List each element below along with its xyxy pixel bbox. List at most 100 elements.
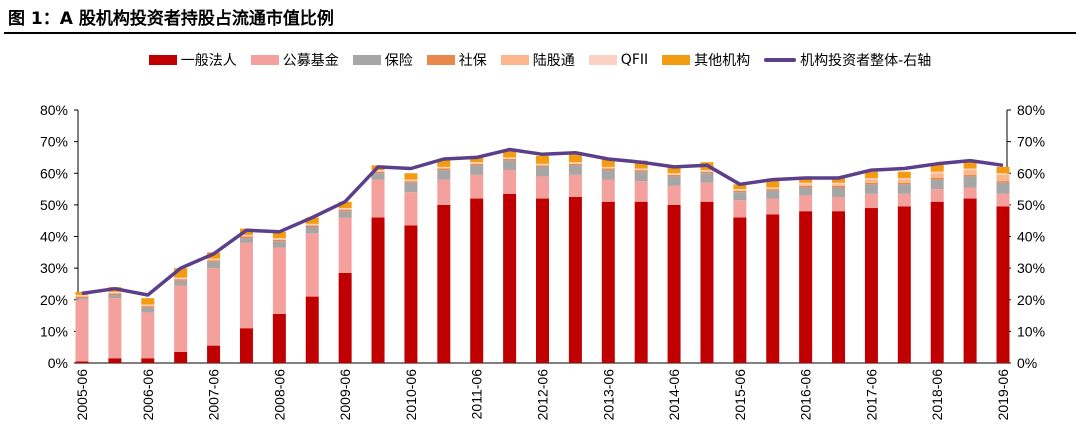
bar-segment-5	[996, 173, 1010, 175]
legend-label: 公募基金	[282, 53, 339, 69]
bar-segment-2	[799, 187, 813, 196]
bar-segment-3	[174, 279, 188, 281]
bar-segment-6	[667, 165, 681, 174]
bar-segment-0	[733, 217, 747, 363]
bar-segment-0	[667, 204, 681, 363]
bar-segment-5	[634, 168, 648, 171]
bar-segment-2	[108, 295, 122, 299]
legend-label: 一般法人	[180, 53, 237, 69]
bar-segment-4	[996, 174, 1010, 182]
bar-segment-3	[930, 177, 944, 180]
bar-segment-4	[963, 170, 977, 175]
bar-segment-3	[207, 260, 221, 262]
left-tick-label: 80%	[40, 102, 68, 118]
bar-segment-1	[568, 174, 582, 197]
bar-segment-1	[963, 187, 977, 199]
bar-segment-5	[700, 170, 714, 172]
bar-segment-1	[75, 299, 89, 362]
bar-segment-3	[733, 190, 747, 193]
x-tick-label: 2011-06	[469, 369, 485, 420]
bar-segment-2	[338, 211, 352, 218]
bar-segment-6	[272, 231, 286, 239]
legend-label: 机构投资者整体-右轴	[800, 53, 932, 69]
bar-segment-3	[667, 174, 681, 177]
x-tick-label: 2013-06	[600, 369, 616, 421]
bar-segment-3	[700, 171, 714, 174]
right-tick-label: 30%	[1017, 260, 1045, 276]
legend-swatch	[250, 55, 279, 65]
legend-item-1: 公募基金	[250, 50, 339, 70]
bar-segment-0	[766, 214, 780, 363]
x-tick-label: 2006-06	[140, 369, 156, 421]
bar-segment-5	[536, 163, 549, 166]
bar-segment-0	[930, 201, 944, 363]
bar-segment-2	[930, 179, 944, 190]
bar-segment-0	[305, 296, 319, 363]
bar-segment-3	[864, 182, 878, 185]
right-tick-label: 70%	[1017, 134, 1045, 150]
bar-segment-0	[963, 198, 977, 363]
legend-label: QFII	[620, 52, 649, 68]
bar-segment-3	[75, 296, 89, 299]
bar-segment-2	[437, 170, 451, 180]
bar-segment-5	[338, 208, 352, 210]
x-tick-label: 2019-06	[995, 369, 1011, 421]
bar-segment-1	[930, 189, 944, 202]
bar-segment-2	[832, 187, 846, 197]
bar-segment-2	[404, 182, 418, 193]
bar-segment-2	[634, 171, 648, 182]
bar-segment-2	[371, 173, 385, 180]
bar-segment-6	[141, 298, 155, 305]
legend-swatch	[662, 55, 691, 65]
bar-segment-2	[568, 165, 582, 175]
bar-segment-3	[239, 236, 253, 239]
bar-segment-3	[832, 185, 846, 188]
bar-segment-5	[667, 173, 681, 175]
bar-segment-2	[305, 227, 319, 234]
bar-segment-5	[141, 304, 155, 307]
bar-segment-6	[897, 171, 911, 178]
bar-segment-5	[799, 182, 813, 185]
bar-segment-5	[733, 189, 747, 191]
bar-segment-0	[272, 313, 286, 363]
bar-segment-6	[930, 163, 944, 172]
bar-segment-3	[503, 159, 517, 161]
bar-segment-5	[601, 166, 615, 169]
bar-segment-2	[700, 173, 714, 183]
bar-segment-1	[207, 268, 221, 346]
bar-segment-3	[897, 182, 911, 185]
bar-segment-5	[305, 223, 319, 226]
bar-segment-0	[174, 351, 188, 363]
bar-segment-0	[470, 198, 484, 363]
left-tick-label: 60%	[40, 165, 68, 181]
bar-segment-3	[305, 225, 319, 228]
bar-segment-5	[371, 170, 385, 172]
right-tick-label: 10%	[1017, 323, 1045, 339]
bar-segment-5	[503, 157, 517, 160]
bar-segment-4	[799, 184, 813, 186]
bar-segment-0	[996, 206, 1010, 363]
bar-segment-1	[634, 181, 648, 202]
bar-segment-0	[371, 217, 385, 363]
bar-segment-1	[766, 198, 780, 215]
bar-segment-5	[963, 168, 977, 171]
bar-segment-3	[799, 185, 813, 188]
bar-segment-5	[766, 187, 780, 190]
bar-segment-2	[536, 166, 549, 177]
left-tick-label: 20%	[40, 292, 68, 308]
bar-segment-0	[75, 361, 89, 363]
bar-segment-0	[634, 201, 648, 363]
bar-segment-1	[832, 196, 846, 212]
bar-segment-6	[601, 159, 615, 167]
bar-segment-4	[930, 173, 944, 178]
bar-segment-5	[568, 162, 582, 164]
chart-legend: 一般法人 公募基金 保险 社保 陆股通 QFII 其他机构 机构投资者整体-右轴	[0, 50, 1080, 70]
bar-segment-1	[799, 195, 813, 212]
bar-segment-6	[766, 179, 780, 188]
bar-segment-0	[338, 272, 352, 363]
bar-segment-1	[141, 312, 155, 359]
bar-segment-1	[437, 179, 451, 205]
bar-segment-1	[897, 193, 911, 207]
bar-segment-1	[305, 233, 319, 297]
